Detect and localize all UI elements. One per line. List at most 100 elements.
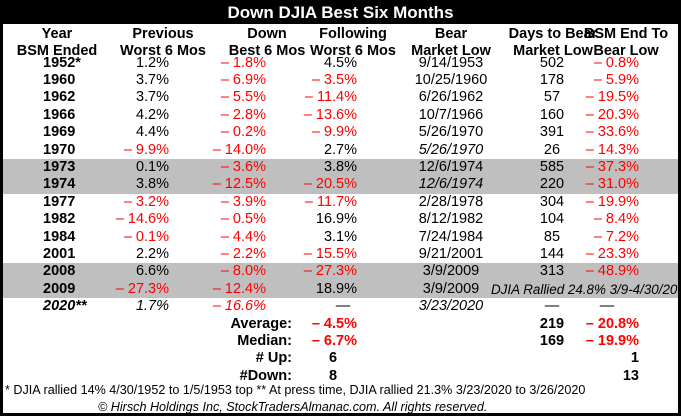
year-cell: 1969 — [43, 124, 76, 141]
summary-following: – 4.5% — [311, 315, 357, 332]
prev-worst-cell: 0.1% — [135, 158, 169, 175]
bsm-end-cell: – 19.9% — [585, 193, 639, 210]
table-row: 1982 – 14.6% – 0.5% 16.9% 8/12/1982 104 – 8.4% — [3, 211, 678, 228]
column-header-line: Year — [41, 26, 73, 42]
days-cell: 304 — [539, 193, 565, 210]
bear-low-cell: 5/26/1970 — [418, 124, 484, 141]
down-best-cell: – 6.9% — [220, 71, 266, 88]
year-cell: 2020** — [43, 298, 87, 315]
following-worst-cell: – 27.3% — [303, 263, 357, 280]
bear-low-cell: 5/26/1970 — [418, 141, 484, 158]
summary-days: 219 — [539, 315, 565, 332]
summary-bsm-end: – 20.8% — [585, 315, 639, 332]
bear-low-cell: 7/24/1984 — [418, 228, 484, 245]
days-cell: 502 — [539, 54, 565, 71]
prev-worst-cell: – 3.2% — [123, 193, 169, 210]
bsm-end-cell: – 33.6% — [585, 124, 639, 141]
column-header-line: Following — [319, 26, 387, 42]
table-row: 2008 6.6% – 8.0% – 27.3% 3/9/2009 313 – 48.9% — [3, 263, 678, 281]
days-cell: — — [544, 298, 560, 315]
following-worst-cell: – 11.7% — [304, 193, 357, 210]
summary-label: Median: — [237, 332, 292, 349]
bsm-end-cell: – 20.3% — [585, 106, 639, 123]
summary-bsm-end: 13 — [622, 367, 639, 384]
table-row: 1960 3.7% – 6.9% – 3.5% 10/25/1960 178 – 5.9% — [3, 72, 678, 89]
summary-row: Average: – 4.5% 219 – 20.8% — [3, 316, 678, 333]
down-best-cell: – 2.2% — [220, 245, 266, 262]
table-row: 2009 – 27.3% – 12.4% 18.9% 3/9/2009 DJIA Rall… — [3, 280, 681, 299]
days-cell: 160 — [539, 106, 565, 123]
summary-following: 6 — [328, 350, 338, 367]
table-title: Down DJIA Best Six Months — [227, 3, 454, 22]
prev-worst-cell: 2.2% — [135, 245, 169, 262]
table-row: 1952* 1.2% – 1.8% 4.5% 9/14/1953 502 – 0.8% — [3, 55, 678, 72]
bear-low-cell: 3/9/2009 — [422, 263, 480, 280]
column-header: Bear Market Low — [391, 26, 511, 60]
down-best-cell: – 14.0% — [212, 141, 266, 158]
prev-worst-cell: 3.7% — [135, 71, 169, 88]
summary-bsm-end: 1 — [630, 350, 639, 367]
bsm-end-cell: — — [599, 298, 615, 315]
days-cell: 585 — [539, 158, 565, 175]
column-header-line: Market Low — [513, 43, 593, 59]
bsm-end-cell: – 0.8% — [593, 54, 639, 71]
column-header-line: Days to Bear — [508, 26, 598, 42]
summary-row: #Down: 8 13 — [3, 368, 678, 385]
column-header-line: Market Low — [411, 43, 491, 59]
rally-note: DJIA Rallied 24.8% 3/9-4/30/2009 — [491, 281, 681, 297]
column-header: Down Best 6 Mos — [207, 26, 327, 60]
down-best-cell: – 5.5% — [220, 89, 266, 106]
footnote: * DJIA rallied 14% 4/30/1952 to 1/5/1953… — [5, 383, 586, 397]
summary-following: – 6.7% — [311, 332, 357, 349]
bear-low-cell: 3/9/2009 — [422, 280, 480, 297]
down-best-cell: – 8.0% — [220, 263, 266, 280]
column-header-line: Bear Low — [593, 43, 659, 59]
column-header: Following Worst 6 Mos — [293, 26, 413, 60]
table-row: 1966 4.2% – 2.8% – 13.6% 10/7/1966 160 – 20.3% — [3, 107, 678, 124]
bsm-end-cell: – 7.2% — [593, 228, 639, 245]
bear-low-cell: 12/6/1974 — [418, 176, 484, 193]
bear-low-cell: 9/21/2001 — [418, 245, 484, 262]
bear-low-cell: 8/12/1982 — [418, 211, 484, 228]
year-cell: 2009 — [43, 280, 76, 297]
down-best-cell: – 0.2% — [220, 124, 266, 141]
bsm-end-cell: – 23.3% — [585, 245, 639, 262]
prev-worst-cell: 1.7% — [135, 298, 169, 315]
year-cell: 1970 — [43, 141, 76, 158]
summary-days: 169 — [539, 332, 565, 349]
year-cell: 2008 — [43, 263, 76, 280]
year-cell: 2001 — [43, 245, 76, 262]
bear-low-cell: 3/23/2020 — [418, 298, 484, 315]
table-row: 1970 – 9.9% – 14.0% 2.7% 5/26/1970 26 – 14.3% — [3, 142, 678, 159]
title-bar — [0, 0, 681, 24]
down-best-cell: – 2.8% — [220, 106, 266, 123]
bsm-end-cell: – 8.4% — [593, 211, 639, 228]
year-cell: 1984 — [43, 228, 76, 245]
table-row: 1977 – 3.2% – 3.9% – 11.7% 2/28/1978 304 – 19.… — [3, 194, 678, 211]
following-worst-cell: 3.8% — [323, 158, 357, 175]
table-row: 1974 3.8% – 12.5% – 20.5% 12/6/1974 220 – 31.0… — [3, 176, 678, 194]
bsm-end-cell: – 5.9% — [593, 71, 639, 88]
summary-label: #Down: — [239, 367, 292, 384]
prev-worst-cell: 3.7% — [135, 89, 169, 106]
prev-worst-cell: 4.2% — [135, 106, 169, 123]
down-best-cell: – 1.8% — [220, 54, 266, 71]
down-best-cell: – 3.9% — [220, 193, 266, 210]
summary-label: Average: — [230, 315, 292, 332]
bsm-end-cell: – 19.5% — [585, 89, 639, 106]
year-cell: 1962 — [43, 89, 76, 106]
down-best-cell: – 16.6% — [212, 298, 266, 315]
following-worst-cell: – 13.6% — [303, 106, 357, 123]
following-worst-cell: – 15.5% — [303, 245, 357, 262]
summary-bsm-end: – 19.9% — [585, 332, 639, 349]
column-header-line: Bear — [434, 26, 468, 42]
prev-worst-cell: 4.4% — [135, 124, 169, 141]
following-worst-cell: 18.9% — [315, 280, 357, 297]
column-header: Days to Bear Market Low — [493, 26, 613, 60]
bsm-end-cell: – 37.3% — [585, 158, 639, 175]
year-cell: 1973 — [43, 158, 76, 175]
table-row: 2001 2.2% – 2.2% – 15.5% 9/21/2001 144 – 23.3% — [3, 246, 678, 263]
bear-low-cell: 9/14/1953 — [418, 54, 484, 71]
days-cell: 144 — [539, 245, 565, 262]
